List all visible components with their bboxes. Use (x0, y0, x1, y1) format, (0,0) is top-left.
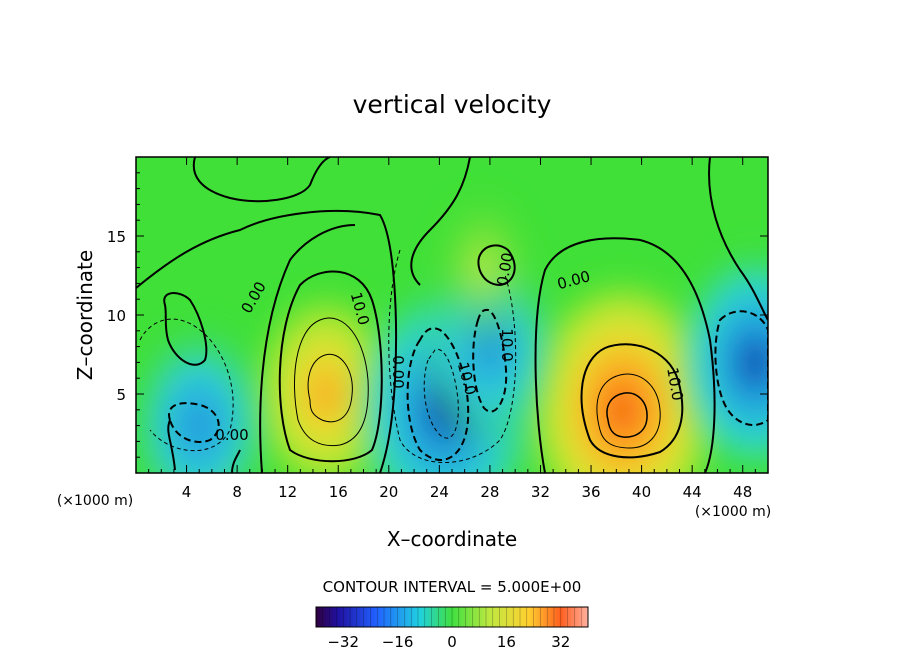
heatmap-cell-blob (136, 313, 278, 473)
contour-positive-line (307, 353, 353, 423)
contour-zero-line (708, 157, 768, 321)
heatmap-cell-blob (427, 181, 540, 354)
contour-positive-line (580, 343, 684, 459)
contour-zero-line (477, 244, 516, 287)
y-tick-label: 15 (107, 228, 126, 246)
y-axis: 5 10 15 (107, 172, 768, 458)
contour-zero-line (192, 157, 331, 203)
x-axis: 4 8 12 16 20 24 28 32 36 40 44 48 (148, 157, 756, 501)
contour-negative-line (472, 308, 508, 413)
x-tick-label: 32 (531, 483, 550, 501)
contour-positive-line (293, 317, 369, 447)
contour-zero-line (534, 237, 716, 473)
x-tick-label: 12 (278, 483, 297, 501)
contour-negative-line (406, 327, 470, 461)
contour-interval-text: CONTOUR INTERVAL = 5.000E+00 (323, 578, 582, 596)
x-tick-label: 44 (683, 483, 702, 501)
colorbar-tick-label: 16 (497, 633, 516, 651)
contour-label: 10.0 (498, 328, 516, 361)
colorbar-ticks: −32 −16 0 16 32 (327, 633, 570, 651)
x-tick-label: 8 (232, 483, 242, 501)
contour-positive-line (606, 392, 648, 438)
x-tick-label: 40 (632, 483, 651, 501)
x-axis-label: X–coordinate (387, 527, 517, 551)
contour-zero-line (163, 292, 208, 366)
x-tick-label: 48 (733, 483, 752, 501)
contour-label: 0.00 (215, 426, 248, 444)
x-unit-label-left: (×1000 m) (57, 493, 133, 509)
heatmap-cell-blob (668, 239, 768, 473)
colorbar: −32 −16 0 16 32 (315, 606, 589, 651)
colorbar-tick-label: 0 (447, 633, 457, 651)
colorbar-tick-label: 32 (551, 633, 570, 651)
contour-negative-line (139, 318, 234, 452)
colorbar-gradient (315, 606, 589, 628)
x-tick-label: 4 (182, 483, 192, 501)
x-tick-label: 28 (480, 483, 499, 501)
y-tick-label: 10 (107, 307, 126, 325)
contour-zero-line (136, 210, 398, 473)
contour-positive-line (278, 270, 383, 463)
colorbar-tick-label: −16 (382, 633, 414, 651)
heatmap-cell-blob (522, 271, 724, 473)
x-tick-label: 36 (581, 483, 600, 501)
y-axis-label: Z–coordinate (73, 250, 97, 380)
contour-zero-line (410, 157, 471, 286)
chart-title: vertical velocity (353, 90, 552, 119)
contour-negative-line (423, 348, 459, 439)
contour-lines (136, 157, 768, 473)
x-tick-label: 24 (430, 483, 449, 501)
contour-negative-line (388, 249, 517, 463)
colorbar-stripes (315, 607, 589, 627)
contour-negative-line (168, 402, 220, 443)
y-tick-label: 5 (116, 386, 126, 404)
contour-label: 0.00 (389, 355, 407, 388)
contour-positive-line (596, 373, 661, 449)
x-tick-label: 16 (329, 483, 348, 501)
contour-label: 10.0 (663, 366, 687, 402)
colorbar-tick-label: −32 (327, 633, 359, 651)
x-unit-label-right: (×1000 m) (695, 504, 771, 520)
contour-zero-line (259, 224, 356, 473)
contour-label: 0.00 (493, 251, 517, 287)
x-tick-label: 20 (379, 483, 398, 501)
contour-zero-line (167, 419, 241, 473)
contour-negative-line (714, 310, 768, 426)
